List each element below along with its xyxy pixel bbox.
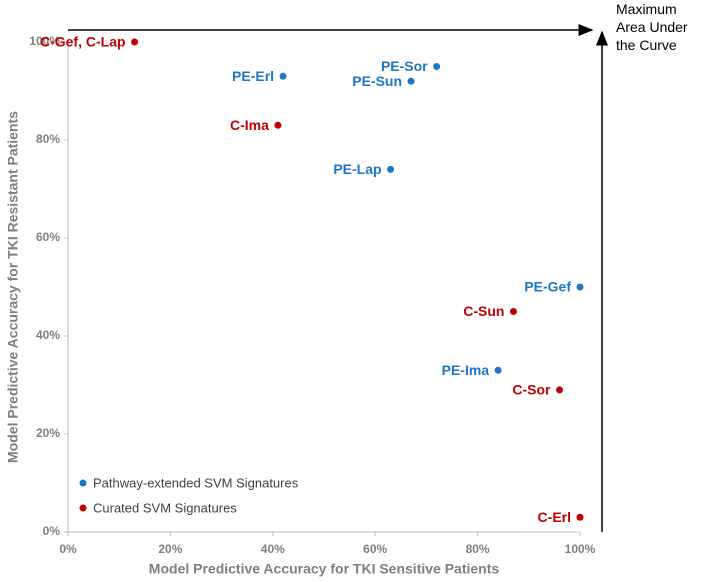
point <box>407 77 415 85</box>
point-label: PE-Sor <box>381 58 428 74</box>
y-tick-label: 20% <box>36 426 60 440</box>
x-axis-title: Model Predictive Accuracy for TKI Sensit… <box>149 561 500 577</box>
point-label: PE-Lap <box>333 161 381 177</box>
y-axis-title: Model Predictive Accuracy for TKI Resist… <box>5 111 21 463</box>
x-tick-label: 40% <box>261 542 285 556</box>
y-tick-label: 100% <box>29 34 60 48</box>
y-tick-label: 40% <box>36 328 60 342</box>
point <box>279 72 287 80</box>
point-label: C-Sun <box>463 303 504 319</box>
point-label: C-Erl <box>538 509 571 525</box>
x-tick-label: 20% <box>158 542 182 556</box>
x-tick-label: 60% <box>363 542 387 556</box>
point-label: C-Gef, C-Lap <box>40 34 126 50</box>
legend-marker <box>79 504 87 512</box>
point <box>576 513 584 521</box>
point <box>494 366 502 374</box>
y-tick-label: 80% <box>36 132 60 146</box>
y-tick-label: 60% <box>36 230 60 244</box>
legend-marker <box>79 479 87 487</box>
point <box>387 165 395 173</box>
annotation: Maximum Area Under the Curve <box>616 1 688 53</box>
legend-label: Pathway-extended SVM Signatures <box>93 475 299 490</box>
point-label: PE-Gef <box>524 279 571 295</box>
x-tick-label: 100% <box>565 542 596 556</box>
point-label: PE-Erl <box>232 68 274 84</box>
point-label: PE-Ima <box>442 362 490 378</box>
legend-label: Curated SVM Signatures <box>93 500 237 515</box>
point <box>274 121 282 129</box>
point <box>433 63 441 70</box>
x-tick-label: 0% <box>59 542 77 556</box>
point <box>576 283 584 291</box>
point-label: C-Ima <box>230 117 269 133</box>
point <box>509 308 517 315</box>
point <box>556 386 564 394</box>
point-label: C-Sor <box>512 382 551 398</box>
point-label: PE-Sun <box>352 73 402 89</box>
y-tick-label: 0% <box>43 524 61 538</box>
x-tick-label: 80% <box>466 542 490 556</box>
point <box>131 38 139 46</box>
